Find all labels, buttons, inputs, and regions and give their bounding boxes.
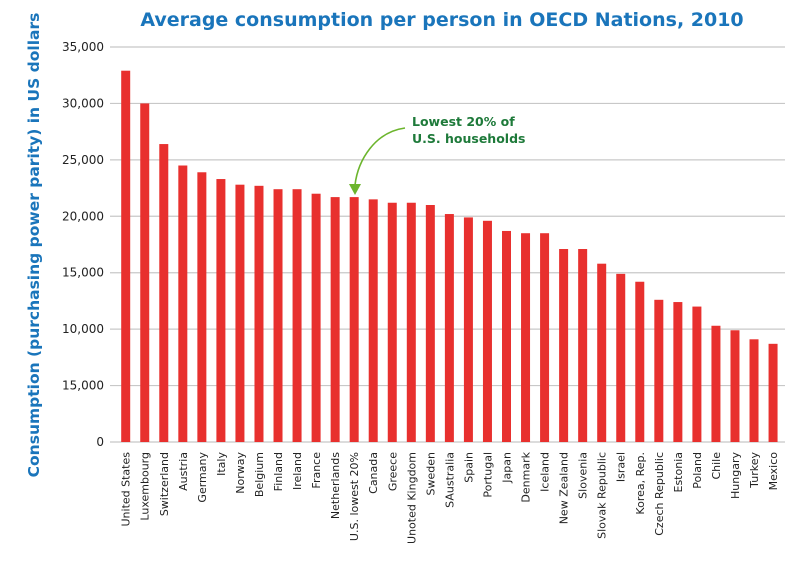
bar	[197, 172, 207, 442]
bar	[502, 230, 511, 442]
x-tick-label: Sweden	[424, 452, 437, 495]
bar	[654, 299, 664, 442]
x-tick-label: United States	[120, 452, 133, 527]
y-tick-label: 10,000	[62, 322, 104, 336]
bar	[273, 189, 283, 442]
bar	[749, 339, 759, 442]
annotation: Lowest 20% of U.S. households	[349, 114, 525, 195]
bar	[616, 273, 626, 442]
bar	[711, 325, 721, 442]
bar	[159, 144, 169, 443]
x-tick-label: Korea, Rep.	[634, 452, 647, 515]
bar	[216, 179, 226, 443]
bar	[406, 202, 416, 442]
bar	[121, 70, 131, 442]
x-tick-label: Switzerland	[158, 452, 171, 516]
x-tick-label: Estonia	[672, 452, 685, 493]
x-tick-label: Greece	[386, 452, 399, 491]
x-tick-label: Canada	[367, 452, 380, 494]
x-tick-label: U.S. lowest 20%	[348, 452, 361, 541]
y-tick-label: 20,000	[62, 209, 104, 223]
x-tick-label: Unoted Kingdom	[405, 452, 418, 544]
x-tick-label: Israel	[615, 452, 628, 482]
bar	[330, 197, 340, 442]
x-tick-label: SAustralia	[443, 452, 456, 508]
annotation-line-2: U.S. households	[412, 131, 525, 146]
bar	[673, 302, 683, 442]
x-tick-label: Norway	[234, 452, 247, 494]
x-tick-label: Hungary	[729, 452, 742, 499]
bar	[730, 330, 740, 442]
x-tick-label: Belgium	[253, 452, 266, 497]
bar	[463, 217, 473, 442]
y-tick-label: 25,000	[62, 153, 104, 167]
bar	[311, 193, 321, 442]
x-tick-label: Spain	[462, 452, 475, 483]
bar	[425, 205, 435, 442]
x-tick-label: Japan	[501, 452, 514, 484]
bar	[768, 343, 778, 442]
x-tick-labels: United States Luxembourg Switzerland Austri…	[120, 451, 780, 544]
bar	[349, 197, 359, 442]
y-tick-labels: 0 15,000 10,000 15,000 20,000 25,000 30,000 35,…	[62, 40, 104, 449]
chart-title: Average consumption per person in OECD N…	[140, 9, 743, 31]
bar	[692, 306, 702, 442]
y-tick-label: 30,000	[62, 96, 104, 110]
x-tick-label: Czech Republic	[653, 452, 666, 536]
annotation-line-1: Lowest 20% of	[412, 114, 515, 129]
bar	[368, 199, 378, 442]
x-tick-label: Netherlands	[329, 452, 342, 519]
bar	[178, 165, 188, 442]
bar	[578, 249, 588, 442]
x-tick-label: Turkey	[748, 452, 761, 489]
x-tick-label: New Zealand	[558, 452, 571, 524]
x-tick-label: Poland	[691, 452, 704, 489]
y-axis-label: Consumption (purchasing power parity) in…	[25, 13, 43, 478]
bar	[254, 185, 264, 443]
x-tick-label: Ireland	[291, 452, 304, 490]
x-tick-label: Portugal	[481, 452, 494, 498]
annotation-arrow	[354, 127, 406, 186]
bar	[387, 202, 397, 442]
x-tick-label: Iceland	[539, 452, 552, 492]
arrowhead-icon	[349, 184, 361, 195]
bar	[482, 220, 492, 442]
x-tick-label: Slovak Republic	[596, 452, 609, 539]
y-tick-label: 15,000	[62, 266, 104, 280]
x-tick-label: Denmark	[520, 451, 533, 502]
x-tick-label: Slovenia	[577, 452, 590, 499]
bar	[140, 103, 150, 442]
x-tick-label: Chile	[710, 452, 723, 480]
x-tick-label: Mexico	[767, 452, 780, 491]
bar	[540, 233, 550, 442]
bars	[121, 70, 778, 443]
bar	[559, 249, 569, 442]
bar	[635, 281, 645, 442]
x-tick-label: Germany	[196, 452, 209, 503]
bar	[444, 214, 454, 442]
x-tick-label: Finland	[272, 452, 285, 491]
y-tick-label: 0	[96, 435, 104, 449]
y-tick-label: 35,000	[62, 40, 104, 54]
bar	[521, 233, 531, 442]
x-tick-label: Austria	[177, 452, 190, 491]
y-tick-label: 15,000	[62, 379, 104, 393]
bar	[235, 184, 245, 442]
bar	[292, 189, 302, 442]
x-tick-label: Luxembourg	[139, 452, 152, 521]
x-tick-label: France	[310, 452, 323, 489]
bar	[597, 263, 607, 442]
x-tick-label: Italy	[215, 452, 228, 476]
